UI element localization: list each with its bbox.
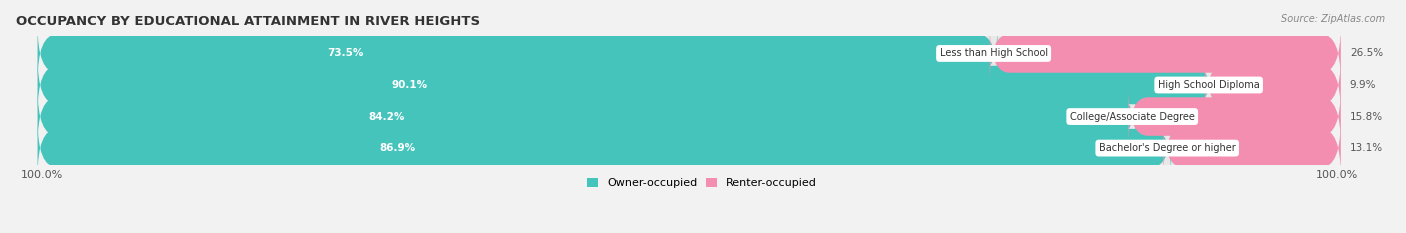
FancyBboxPatch shape (38, 25, 1341, 82)
Text: Less than High School: Less than High School (939, 48, 1047, 58)
Legend: Owner-occupied, Renter-occupied: Owner-occupied, Renter-occupied (588, 178, 817, 188)
Text: Bachelor's Degree or higher: Bachelor's Degree or higher (1099, 143, 1236, 153)
Text: Source: ZipAtlas.com: Source: ZipAtlas.com (1281, 14, 1385, 24)
Text: College/Associate Degree: College/Associate Degree (1070, 112, 1195, 122)
Text: 73.5%: 73.5% (328, 48, 364, 58)
FancyBboxPatch shape (990, 25, 1341, 82)
FancyBboxPatch shape (1205, 57, 1341, 113)
FancyBboxPatch shape (1129, 89, 1341, 145)
FancyBboxPatch shape (38, 89, 1136, 145)
Text: OCCUPANCY BY EDUCATIONAL ATTAINMENT IN RIVER HEIGHTS: OCCUPANCY BY EDUCATIONAL ATTAINMENT IN R… (15, 15, 479, 28)
Text: 13.1%: 13.1% (1350, 143, 1384, 153)
FancyBboxPatch shape (38, 120, 1171, 176)
FancyBboxPatch shape (38, 89, 1341, 145)
Text: 84.2%: 84.2% (368, 112, 405, 122)
Text: 26.5%: 26.5% (1350, 48, 1384, 58)
FancyBboxPatch shape (38, 57, 1341, 113)
FancyBboxPatch shape (38, 57, 1212, 113)
Text: 9.9%: 9.9% (1350, 80, 1376, 90)
FancyBboxPatch shape (1163, 120, 1341, 176)
FancyBboxPatch shape (38, 25, 997, 82)
FancyBboxPatch shape (38, 120, 1341, 176)
Text: 86.9%: 86.9% (380, 143, 415, 153)
Text: High School Diploma: High School Diploma (1157, 80, 1260, 90)
Text: 90.1%: 90.1% (392, 80, 427, 90)
Text: 15.8%: 15.8% (1350, 112, 1384, 122)
